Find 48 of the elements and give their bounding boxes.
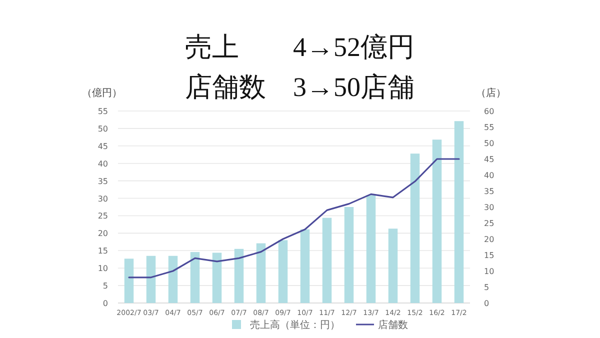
y2-tick-label: 40 xyxy=(484,171,494,180)
bar xyxy=(256,243,266,303)
y2-tick-label: 25 xyxy=(484,219,494,228)
y2-tick-label: 45 xyxy=(484,155,494,164)
chart-title: 売上 4→52億円 xyxy=(185,32,414,62)
legend-label: 店舗数 xyxy=(378,319,408,331)
y-tick-label: 25 xyxy=(98,212,108,221)
y-axis-title: （億円） xyxy=(82,87,122,99)
bar xyxy=(344,207,354,303)
line-series xyxy=(128,158,460,278)
bar xyxy=(146,256,156,303)
y-tick-label: 10 xyxy=(98,264,108,274)
y2-tick-label: 50 xyxy=(484,139,494,148)
bar xyxy=(212,252,222,303)
y-tick-label: 45 xyxy=(98,142,108,151)
y-tick-label: 50 xyxy=(98,124,108,134)
bar xyxy=(432,140,442,303)
bar xyxy=(454,121,464,303)
y2-tick-label: 35 xyxy=(484,187,494,196)
y-tick-label: 40 xyxy=(98,159,108,168)
chart-subtitle: 店舗数 3→50店舗 xyxy=(185,72,414,102)
y-tick-label: 0 xyxy=(102,299,108,308)
y-tick-label: 15 xyxy=(98,246,108,256)
y2-tick-label: 10 xyxy=(484,267,494,276)
bar xyxy=(388,228,398,303)
bar xyxy=(124,258,134,303)
bar xyxy=(278,240,288,303)
y2-tick-label: 5 xyxy=(484,283,490,292)
bar xyxy=(366,195,376,303)
y2-tick-label: 55 xyxy=(484,123,494,132)
y2-tick-label: 15 xyxy=(484,251,494,260)
y-tick-label: 35 xyxy=(98,176,108,186)
y-tick-label: 30 xyxy=(98,194,108,204)
bar xyxy=(410,154,420,303)
bar xyxy=(190,252,200,303)
bar xyxy=(300,229,310,303)
y2-tick-label: 60 xyxy=(484,107,494,116)
bar xyxy=(322,218,332,303)
bar xyxy=(168,256,178,303)
y2-tick-label: 20 xyxy=(484,235,494,244)
y-tick-label: 5 xyxy=(102,282,108,291)
bar xyxy=(234,248,244,303)
y-tick-label: 55 xyxy=(98,107,108,116)
legend-label: 売上高（単位：円） xyxy=(250,319,340,331)
y2-tick-label: 30 xyxy=(484,203,494,212)
y2-axis-title: （店） xyxy=(476,87,506,99)
y-tick-label: 20 xyxy=(98,229,108,238)
y2-tick-label: 0 xyxy=(484,299,490,308)
